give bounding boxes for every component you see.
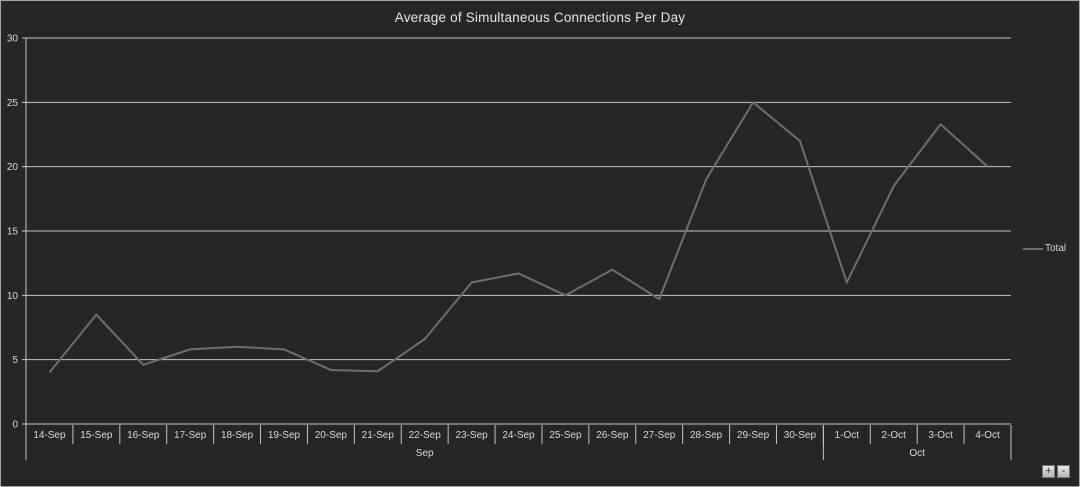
x-category-label: 18-Sep [221, 430, 254, 441]
legend: Total [1023, 242, 1066, 255]
x-category-label: 25-Sep [549, 430, 582, 441]
chart-title: Average of Simultaneous Connections Per … [394, 10, 686, 25]
x-category-label: 17-Sep [174, 430, 207, 441]
y-axis-tick-label: 30 [7, 34, 19, 45]
x-category-label: 22-Sep [409, 430, 442, 441]
x-category-label: 3-Oct [928, 430, 953, 441]
y-axis-tick-label: 10 [7, 291, 19, 302]
y-axis-tick-label: 25 [7, 98, 19, 109]
x-category-label: 21-Sep [362, 430, 395, 441]
y-axis-tick-label: 15 [7, 227, 19, 238]
x-category-label: 14-Sep [33, 430, 66, 441]
x-category-label: 4-Oct [975, 430, 1000, 441]
pivot-field-buttons: + - [1042, 465, 1070, 478]
x-group-label: Sep [416, 448, 434, 459]
x-category-label: 19-Sep [268, 430, 301, 441]
collapse-field-button[interactable]: - [1057, 465, 1070, 478]
legend-line-sample-icon [1023, 247, 1043, 250]
x-category-label: 26-Sep [596, 430, 629, 441]
y-axis-tick-label: 0 [12, 420, 18, 431]
x-category-label: 23-Sep [455, 430, 488, 441]
x-group-label: Oct [909, 448, 925, 459]
legend-label: Total [1045, 243, 1067, 254]
series-line-total [48, 101, 989, 374]
x-category-label: 16-Sep [127, 430, 160, 441]
x-category-label: 29-Sep [737, 430, 770, 441]
x-category-label: 27-Sep [643, 430, 676, 441]
x-category-label: 28-Sep [690, 430, 723, 441]
x-category-label: 24-Sep [502, 430, 535, 441]
x-category-label: 2-Oct [882, 430, 907, 441]
x-category-label: 15-Sep [80, 430, 113, 441]
expand-field-button[interactable]: + [1042, 465, 1055, 478]
y-axis-tick-label: 5 [12, 355, 18, 366]
x-category-label: 1-Oct [835, 430, 860, 441]
x-category-label: 20-Sep [315, 430, 348, 441]
x-category-label: 30-Sep [784, 430, 817, 441]
y-axis-tick-label: 20 [7, 162, 19, 173]
